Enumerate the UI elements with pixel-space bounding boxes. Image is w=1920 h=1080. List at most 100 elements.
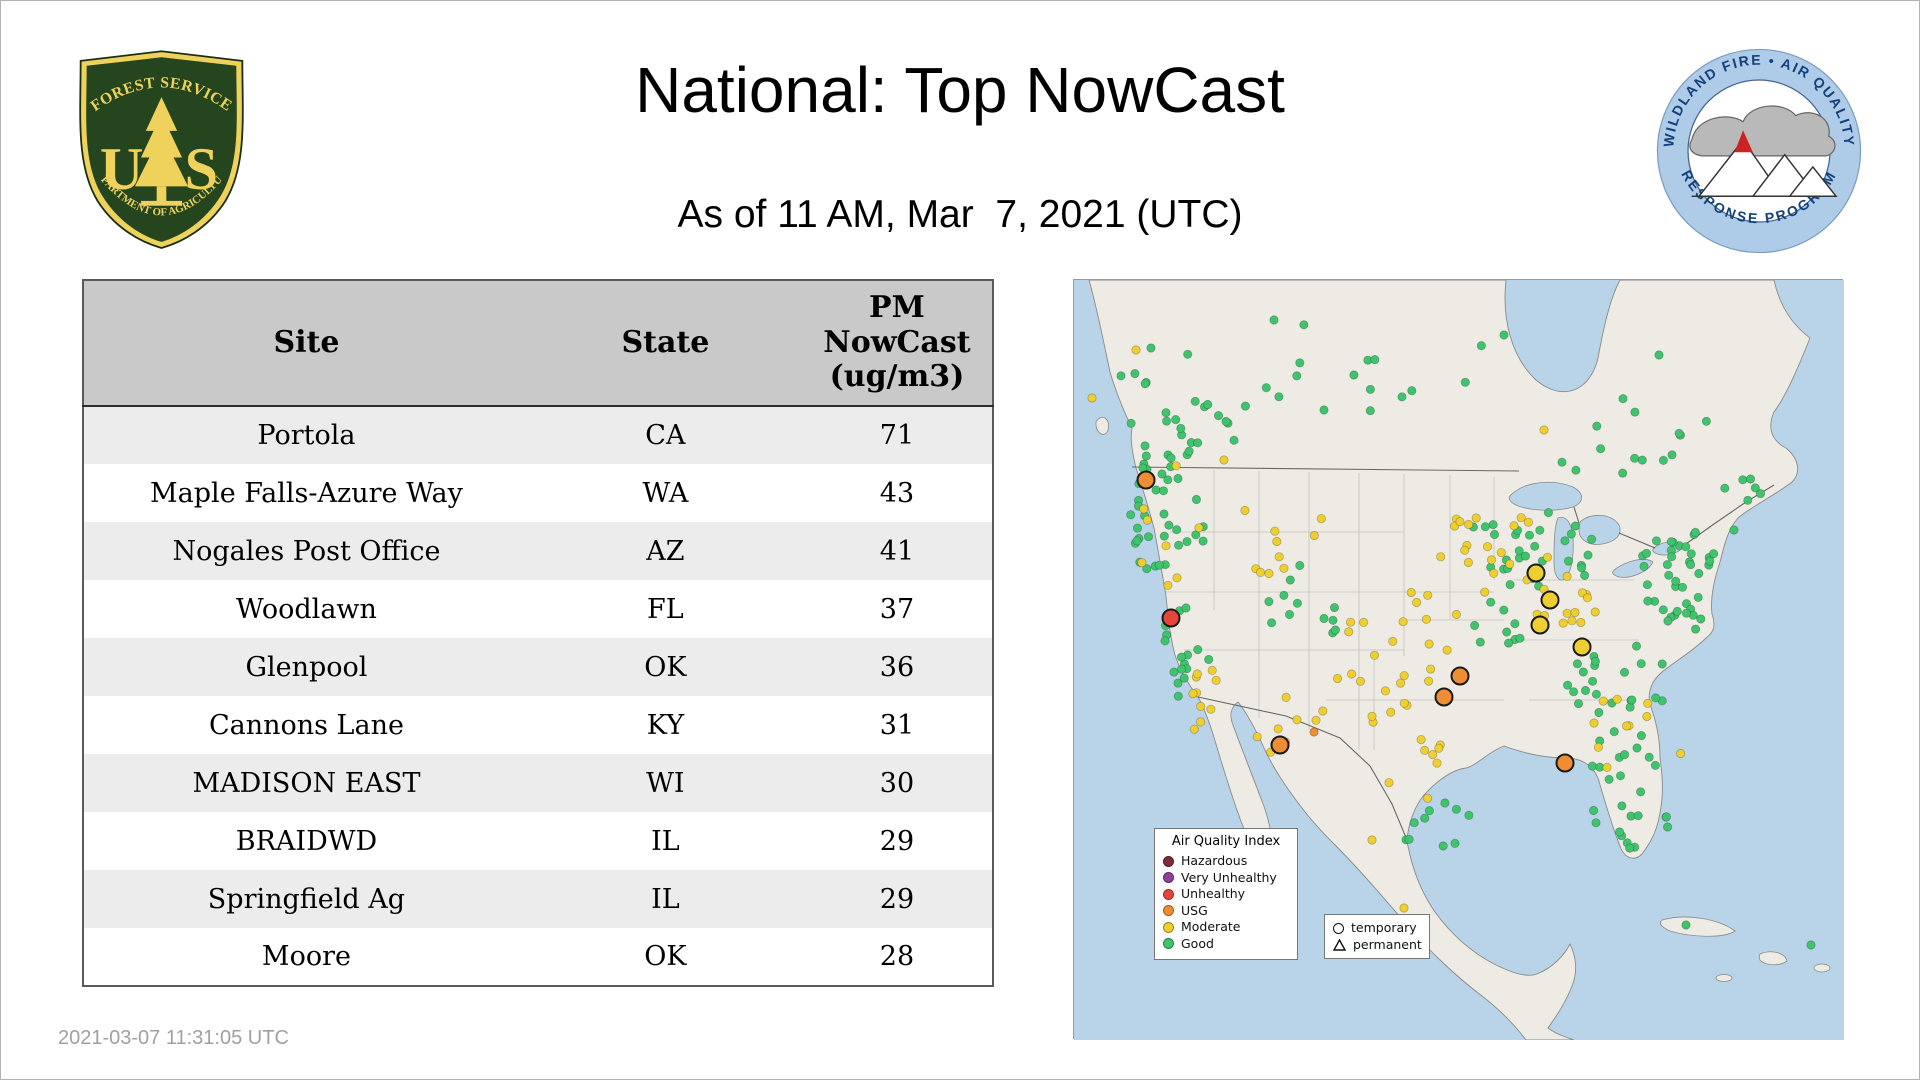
monitor-dot-good: [1198, 536, 1208, 546]
forest-service-logo: FOREST SERVICE U S DEPARTMENT OF AGRICUL…: [71, 45, 244, 249]
site-marker-moore: [1434, 687, 1454, 707]
monitor-dot-good: [1172, 525, 1182, 535]
monitor-dot-moderate: [1281, 692, 1291, 702]
monitor-dot-good: [1672, 606, 1682, 616]
monitor-dot-good: [1619, 667, 1630, 677]
table-header-pm-nowcast: PM NowCast (ug/m3): [801, 280, 993, 407]
monitor-dot-good: [1591, 818, 1601, 828]
table-header-row: Site State PM NowCast (ug/m3): [83, 280, 993, 407]
monitor-dot-good: [1738, 475, 1748, 485]
site-marker-nogales-post-office: [1270, 735, 1290, 755]
monitor-dot-good: [1661, 812, 1671, 822]
monitor-dot-moderate: [1621, 721, 1632, 731]
monitor-dot-good: [1190, 396, 1200, 407]
table-cell-site: Glenpool: [83, 638, 529, 696]
smoke-and-mountains-icon: [1689, 105, 1838, 198]
monitor-dot-good: [1666, 552, 1677, 562]
monitor-dot-good: [1285, 575, 1295, 585]
monitor-dot-good: [1132, 536, 1142, 546]
monitor-dot-moderate: [1240, 505, 1250, 516]
aqi-legend-title: Air Quality Index: [1171, 834, 1281, 849]
monitor-dot-good: [1267, 618, 1277, 628]
legend-swatch-usg: [1163, 905, 1174, 917]
monitor-dot-good: [1157, 469, 1167, 479]
monitor-dot-moderate: [1345, 617, 1356, 627]
monitor-dot-good: [1328, 615, 1338, 625]
monitor-dot-good: [1450, 838, 1460, 849]
monitor-dot-good: [1475, 637, 1485, 647]
monitor-dot-good: [1140, 441, 1150, 451]
monitor-dot-moderate: [1367, 711, 1377, 721]
table-cell-site: Moore: [83, 928, 529, 986]
monitor-dot-moderate: [1292, 715, 1302, 725]
site-marker-cannons-lane: [1572, 637, 1592, 657]
monitor-dot-moderate: [1406, 587, 1416, 598]
monitor-dot-good: [1284, 609, 1295, 620]
monitor-dot-good: [1179, 673, 1189, 683]
monitor-dot-good: [1173, 678, 1183, 688]
islands: [1095, 417, 1831, 982]
table-cell-value: 29: [801, 870, 993, 928]
monitor-dot-moderate: [1593, 742, 1604, 752]
monitor-dot-good: [1651, 536, 1662, 546]
monitor-dot-good: [1624, 843, 1635, 853]
monitor-dot-moderate: [1309, 530, 1319, 541]
monitor-dot-good: [1643, 596, 1653, 606]
monitor-dot-good: [1570, 521, 1580, 531]
monitor-dot-moderate: [1642, 711, 1652, 722]
legend-swatch-good: [1163, 938, 1174, 950]
monitor-dot-good: [1642, 580, 1653, 590]
monitor-dot-moderate: [1419, 745, 1430, 755]
monitor-dot-good: [1499, 605, 1509, 615]
monitor-dot-moderate: [1562, 571, 1572, 581]
monitor-dot-good: [1142, 564, 1152, 574]
table-cell-site: MADISON EAST: [83, 754, 529, 812]
monitor-dot-moderate: [1612, 694, 1622, 704]
monitor-dot-good: [1583, 550, 1593, 560]
monitor-dot-good: [1154, 560, 1164, 570]
monitor-dot-moderate: [1460, 545, 1470, 555]
monitor-dot-good: [1407, 386, 1417, 396]
table-cell-state: WI: [528, 754, 802, 812]
monitor-dot-good: [1615, 771, 1626, 781]
legend-label-very_unhealthy: Very Unhealthy: [1181, 869, 1277, 885]
monitor-dot-moderate: [1172, 573, 1182, 583]
monitor-dot-moderate: [1421, 614, 1431, 624]
monitor-dot-good: [1755, 489, 1766, 499]
monitor-dot-moderate: [1496, 547, 1506, 558]
monitor-dot-good: [1578, 667, 1588, 677]
monitor-dot-moderate: [1142, 515, 1152, 525]
monitor-dot-moderate: [1211, 675, 1221, 685]
monitor-dot-usg: [1309, 727, 1319, 737]
table-cell-state: KY: [528, 696, 802, 754]
monitor-dot-moderate: [1434, 743, 1444, 753]
table-row-8: BRAIDWD IL 29: [83, 812, 993, 870]
monitor-dot-good: [1641, 548, 1652, 558]
monitor-dot-good: [1505, 579, 1515, 590]
monitor-dot-good: [1295, 560, 1305, 571]
monitor-dot-moderate: [1358, 617, 1369, 627]
monitor-dot-good: [1349, 370, 1359, 380]
monitor-dot-good: [1662, 559, 1673, 570]
monitor-dot-good: [1130, 369, 1140, 379]
table-cell-site: BRAIDWD: [83, 812, 529, 870]
monitor-dot-moderate: [1131, 345, 1141, 355]
monitor-dot-good: [1666, 537, 1676, 547]
marker-type-legend: temporary permanent: [1324, 914, 1430, 959]
monitor-dot-good: [1573, 698, 1584, 709]
monitor-dot-good: [1502, 627, 1512, 637]
monitor-dot-good: [1720, 483, 1730, 493]
monitor-dot-good: [1674, 428, 1684, 438]
monitor-dot-moderate: [1346, 669, 1357, 679]
monitor-dot-moderate: [1206, 704, 1216, 714]
monitor-dot-good: [1486, 597, 1496, 607]
legend-label-permanent: permanent: [1353, 936, 1422, 952]
monitor-dot-good: [1397, 392, 1407, 402]
monitor-dot-good: [1221, 416, 1231, 427]
monitor-dot-good: [1438, 841, 1448, 851]
monitor-dot-good: [1745, 474, 1756, 484]
monitor-dot-moderate: [1161, 541, 1171, 551]
monitor-dot-good: [1261, 383, 1271, 393]
legend-label-moderate: Moderate: [1181, 919, 1241, 934]
monitor-dot-moderate: [1264, 568, 1274, 579]
